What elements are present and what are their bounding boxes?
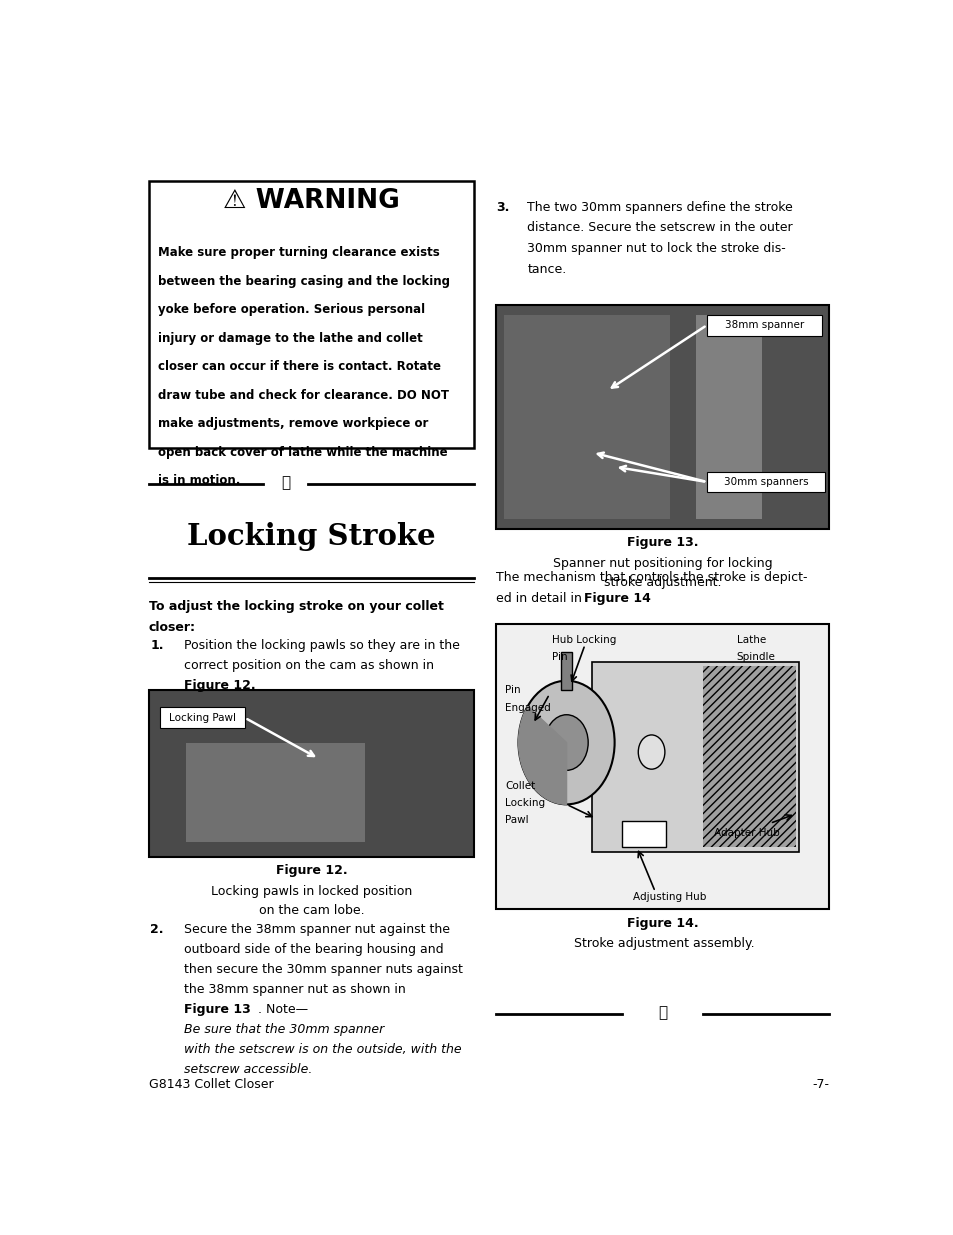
Text: Pin: Pin bbox=[551, 652, 567, 662]
Text: Figure 14.: Figure 14. bbox=[626, 916, 698, 930]
Text: ⚠ WARNING: ⚠ WARNING bbox=[223, 188, 399, 214]
Bar bbox=[702, 667, 795, 847]
Bar bbox=[696, 315, 761, 519]
Text: between the bearing casing and the locking: between the bearing casing and the locki… bbox=[158, 274, 450, 288]
Text: Locking Stroke: Locking Stroke bbox=[187, 522, 436, 551]
Text: G8143 Collet Closer: G8143 Collet Closer bbox=[149, 1078, 274, 1092]
Text: distance. Secure the setscrew in the outer: distance. Secure the setscrew in the out… bbox=[527, 221, 792, 235]
Text: correct position on the cam as shown in: correct position on the cam as shown in bbox=[184, 658, 434, 672]
Bar bbox=[621, 820, 665, 847]
Text: 30mm spanner nut to lock the stroke dis-: 30mm spanner nut to lock the stroke dis- bbox=[527, 242, 785, 256]
Bar bbox=[592, 662, 799, 852]
Text: closer:: closer: bbox=[149, 621, 195, 634]
Text: Figure 13: Figure 13 bbox=[184, 1003, 251, 1016]
Bar bbox=[186, 742, 364, 842]
Circle shape bbox=[544, 715, 588, 771]
Bar bbox=[706, 315, 821, 336]
Text: The two 30mm spanners define the stroke: The two 30mm spanners define the stroke bbox=[527, 200, 792, 214]
Text: Be sure that the 30mm spanner: Be sure that the 30mm spanner bbox=[184, 1023, 384, 1036]
Text: then secure the 30mm spanner nuts against: then secure the 30mm spanner nuts agains… bbox=[184, 963, 463, 976]
Text: Locking pawls in locked position: Locking pawls in locked position bbox=[211, 885, 412, 898]
Text: make adjustments, remove workpiece or: make adjustments, remove workpiece or bbox=[158, 417, 428, 430]
Text: Pin: Pin bbox=[505, 685, 520, 695]
Bar bbox=[149, 182, 474, 448]
Text: Figure 12.: Figure 12. bbox=[275, 864, 347, 877]
Text: Figure 14: Figure 14 bbox=[583, 593, 650, 605]
Text: is in motion.: is in motion. bbox=[158, 474, 240, 488]
Bar bbox=[496, 624, 828, 909]
Bar bbox=[496, 305, 828, 529]
Text: Figure 12.: Figure 12. bbox=[184, 679, 255, 692]
Text: Hub Locking: Hub Locking bbox=[551, 635, 616, 645]
Text: Secure the 38mm spanner nut against the: Secure the 38mm spanner nut against the bbox=[184, 924, 450, 936]
Text: Engaged: Engaged bbox=[505, 703, 551, 713]
Text: outboard side of the bearing housing and: outboard side of the bearing housing and bbox=[184, 944, 443, 956]
Text: 1.: 1. bbox=[151, 638, 164, 652]
Text: The mechanism that controls the stroke is depict-: The mechanism that controls the stroke i… bbox=[496, 572, 807, 584]
Text: Stroke adjustment assembly.: Stroke adjustment assembly. bbox=[570, 937, 754, 951]
Text: open back cover of lathe while the machine: open back cover of lathe while the machi… bbox=[158, 446, 448, 459]
Text: To adjust the locking stroke on your collet: To adjust the locking stroke on your col… bbox=[149, 600, 443, 613]
Text: 38mm spanner: 38mm spanner bbox=[724, 320, 803, 330]
Text: Collet: Collet bbox=[505, 781, 535, 790]
Text: Adapter Hub: Adapter Hub bbox=[714, 829, 780, 839]
Text: Spanner nut positioning for locking: Spanner nut positioning for locking bbox=[553, 557, 772, 571]
Text: the 38mm spanner nut as shown in: the 38mm spanner nut as shown in bbox=[184, 983, 406, 997]
Text: Figure 13.: Figure 13. bbox=[626, 536, 698, 550]
Text: setscrew accessible.: setscrew accessible. bbox=[184, 1063, 313, 1076]
Text: with the setscrew is on the outside, with the: with the setscrew is on the outside, wit… bbox=[184, 1044, 461, 1056]
Circle shape bbox=[638, 735, 664, 769]
Text: .: . bbox=[633, 593, 638, 605]
Text: on the cam lobe.: on the cam lobe. bbox=[258, 904, 364, 918]
Text: stroke adjustment.: stroke adjustment. bbox=[603, 576, 720, 589]
Bar bbox=[503, 315, 669, 519]
Text: draw tube and check for clearance. DO NOT: draw tube and check for clearance. DO NO… bbox=[158, 389, 449, 401]
Text: injury or damage to the lathe and collet: injury or damage to the lathe and collet bbox=[158, 332, 423, 345]
Bar bbox=[149, 690, 474, 857]
Text: 🐻: 🐻 bbox=[658, 1005, 666, 1020]
Text: . Note—: . Note— bbox=[258, 1003, 308, 1016]
Bar bbox=[160, 708, 245, 729]
Text: 🐻: 🐻 bbox=[281, 475, 290, 490]
Polygon shape bbox=[518, 706, 566, 804]
Text: Locking: Locking bbox=[505, 798, 545, 808]
Text: ed in detail in: ed in detail in bbox=[496, 593, 585, 605]
Text: Locking Pawl: Locking Pawl bbox=[169, 713, 235, 722]
Bar bbox=[560, 652, 572, 690]
Text: Pawl: Pawl bbox=[505, 815, 528, 825]
Text: Spindle: Spindle bbox=[736, 652, 775, 662]
Text: Lathe: Lathe bbox=[736, 635, 765, 645]
Text: Make sure proper turning clearance exists: Make sure proper turning clearance exist… bbox=[158, 246, 439, 259]
Text: yoke before operation. Serious personal: yoke before operation. Serious personal bbox=[158, 304, 425, 316]
Text: Adjusting Hub: Adjusting Hub bbox=[633, 892, 706, 902]
Text: -7-: -7- bbox=[811, 1078, 828, 1092]
Text: 3.: 3. bbox=[496, 200, 509, 214]
Text: 30mm spanners: 30mm spanners bbox=[723, 477, 807, 487]
Text: Position the locking pawls so they are in the: Position the locking pawls so they are i… bbox=[184, 638, 459, 652]
Text: tance.: tance. bbox=[527, 263, 566, 277]
Text: 2.: 2. bbox=[151, 924, 164, 936]
Text: closer can occur if there is contact. Rotate: closer can occur if there is contact. Ro… bbox=[158, 361, 441, 373]
Bar bbox=[706, 472, 824, 493]
Circle shape bbox=[517, 680, 614, 804]
